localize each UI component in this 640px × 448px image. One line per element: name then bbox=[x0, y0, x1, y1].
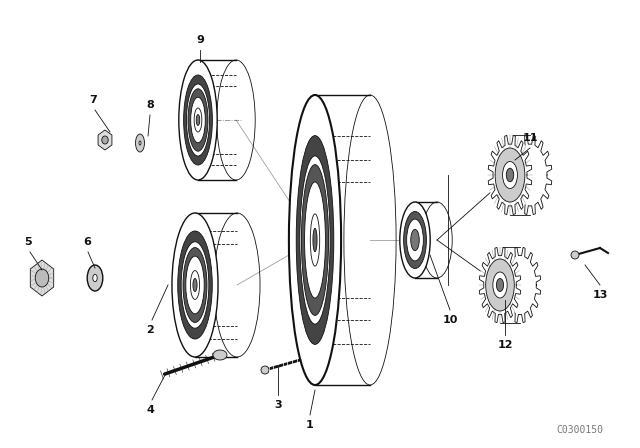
Text: 2: 2 bbox=[146, 325, 154, 335]
Ellipse shape bbox=[497, 279, 504, 292]
Ellipse shape bbox=[184, 75, 212, 165]
Ellipse shape bbox=[313, 228, 317, 252]
Ellipse shape bbox=[196, 115, 200, 125]
Ellipse shape bbox=[289, 95, 341, 385]
Text: 13: 13 bbox=[592, 290, 608, 300]
Ellipse shape bbox=[213, 350, 227, 360]
Ellipse shape bbox=[499, 247, 541, 323]
Ellipse shape bbox=[102, 136, 108, 144]
Ellipse shape bbox=[188, 89, 208, 151]
Ellipse shape bbox=[411, 229, 419, 250]
Text: 5: 5 bbox=[24, 237, 32, 247]
Ellipse shape bbox=[506, 168, 514, 182]
Polygon shape bbox=[98, 130, 112, 150]
Ellipse shape bbox=[87, 265, 103, 291]
Ellipse shape bbox=[139, 141, 141, 145]
Text: 1: 1 bbox=[306, 420, 314, 430]
Ellipse shape bbox=[479, 247, 521, 323]
Ellipse shape bbox=[183, 248, 207, 323]
Text: 11: 11 bbox=[522, 133, 538, 143]
Ellipse shape bbox=[261, 366, 269, 374]
Ellipse shape bbox=[179, 60, 217, 180]
Ellipse shape bbox=[186, 256, 204, 314]
Ellipse shape bbox=[488, 135, 532, 215]
Ellipse shape bbox=[190, 271, 200, 299]
Ellipse shape bbox=[400, 202, 430, 278]
Ellipse shape bbox=[194, 108, 202, 132]
Ellipse shape bbox=[486, 259, 515, 311]
Text: 9: 9 bbox=[196, 35, 204, 45]
Ellipse shape bbox=[493, 272, 507, 298]
Text: 7: 7 bbox=[89, 95, 97, 105]
Text: 12: 12 bbox=[497, 340, 513, 350]
Ellipse shape bbox=[310, 214, 320, 266]
Text: 8: 8 bbox=[146, 100, 154, 110]
Text: 6: 6 bbox=[83, 237, 91, 247]
Ellipse shape bbox=[186, 84, 209, 156]
Ellipse shape bbox=[35, 269, 49, 287]
Ellipse shape bbox=[305, 182, 326, 298]
Ellipse shape bbox=[191, 97, 205, 143]
Ellipse shape bbox=[571, 251, 579, 259]
Text: 10: 10 bbox=[442, 315, 458, 325]
Ellipse shape bbox=[193, 279, 197, 292]
Text: C0300150: C0300150 bbox=[557, 425, 604, 435]
Ellipse shape bbox=[404, 211, 426, 268]
Polygon shape bbox=[30, 260, 54, 296]
Text: 3: 3 bbox=[274, 400, 282, 410]
Ellipse shape bbox=[300, 156, 330, 324]
Ellipse shape bbox=[136, 134, 145, 152]
Ellipse shape bbox=[406, 219, 424, 261]
Ellipse shape bbox=[508, 135, 552, 215]
Ellipse shape bbox=[178, 231, 212, 339]
Ellipse shape bbox=[502, 161, 517, 189]
Ellipse shape bbox=[172, 213, 218, 357]
Ellipse shape bbox=[181, 242, 209, 328]
Ellipse shape bbox=[296, 136, 334, 345]
Ellipse shape bbox=[495, 148, 525, 202]
Text: 4: 4 bbox=[146, 405, 154, 415]
Ellipse shape bbox=[93, 274, 97, 282]
Ellipse shape bbox=[301, 164, 328, 315]
